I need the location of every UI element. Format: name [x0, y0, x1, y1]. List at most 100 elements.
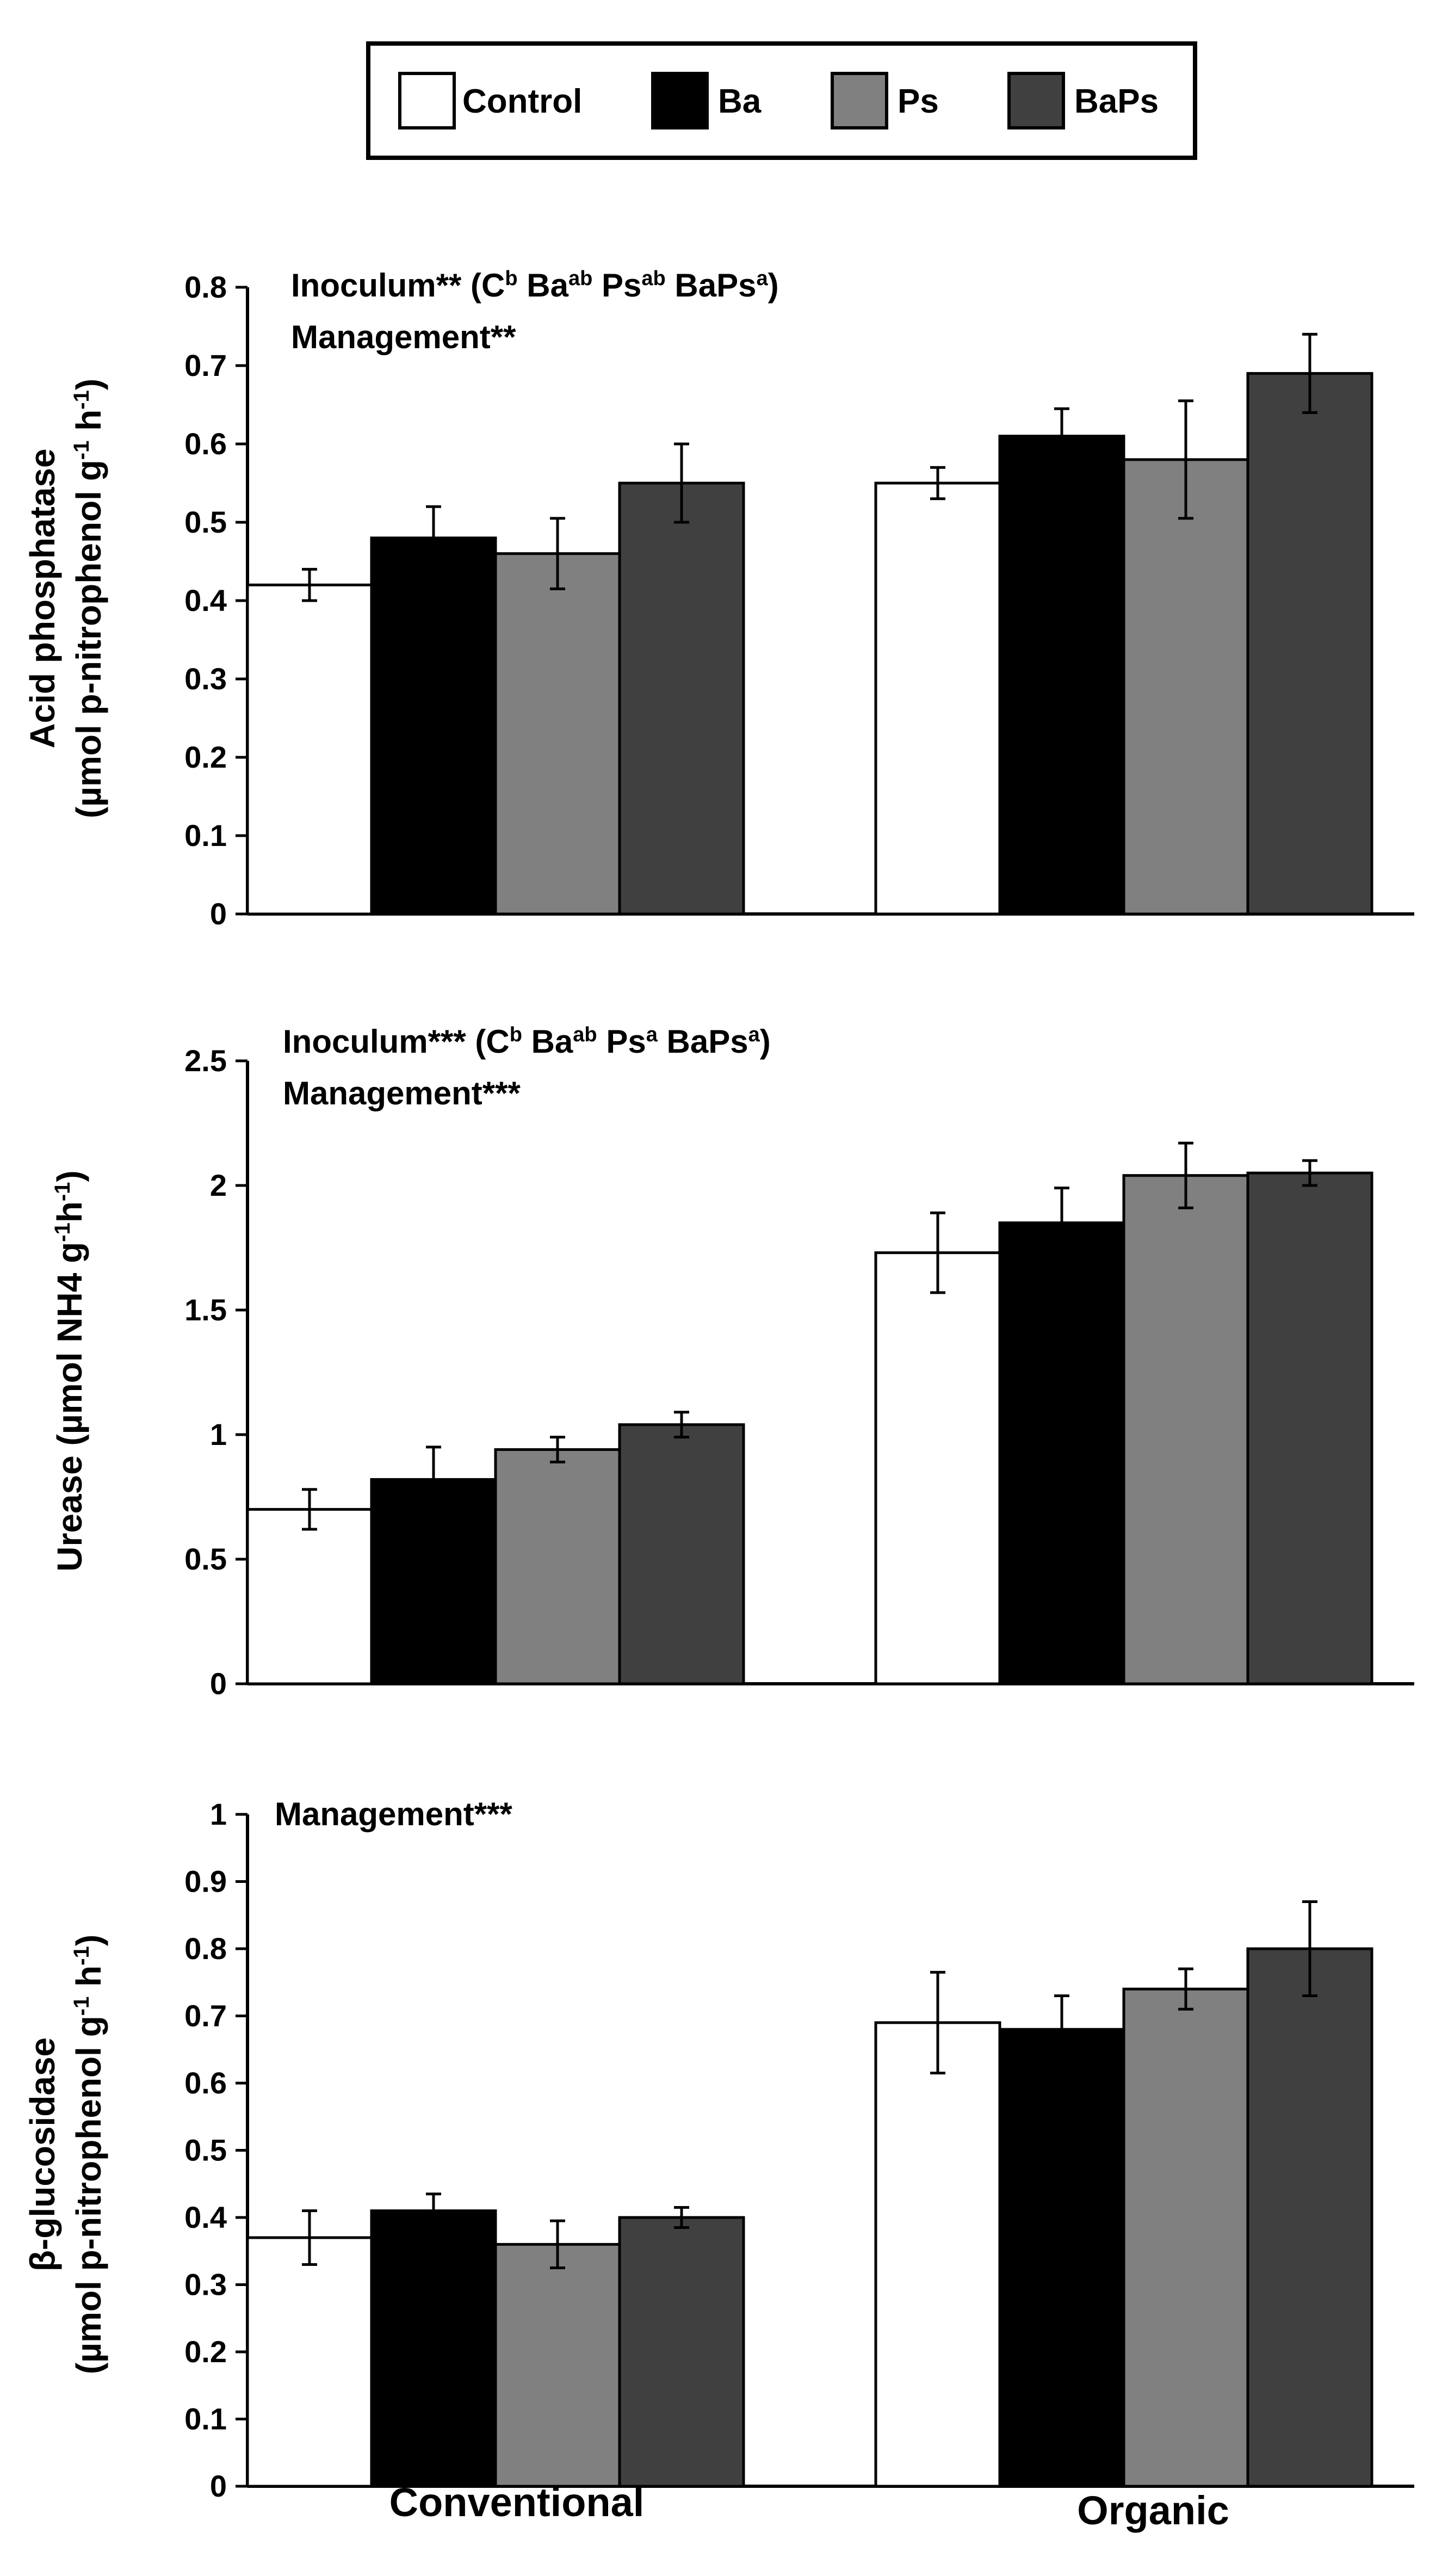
y-axis-label: Acid phosphatase: [23, 448, 62, 748]
y-tick-label: 1.5: [184, 1293, 227, 1327]
y-tick-label: 0.7: [184, 348, 227, 382]
y-axis-label: (µmol p-nitrophenol g-1 h-1): [69, 1935, 108, 2374]
inoculum-annotation: Inoculum*** (Cb Baab Psa BaPsa): [283, 1023, 771, 1060]
bar-control-organic: [874, 2021, 1001, 2488]
bar-control-conventional: [246, 1508, 373, 1685]
y-axis-label: (µmol p-nitrophenol g-1 h-1): [69, 379, 108, 818]
error-bar-baps-organic: [1302, 1159, 1317, 1187]
y-tick-label: 2: [210, 1168, 227, 1202]
bar-control-conventional: [246, 583, 373, 916]
y-tick-label: 0.5: [184, 1542, 227, 1576]
error-bar-ps-organic: [1178, 1141, 1193, 1209]
y-tick-label: 0.2: [184, 740, 227, 774]
bar-ba-organic: [998, 2028, 1125, 2488]
y-tick-label: 0: [210, 1666, 227, 1701]
inoculum-annotation: Inoculum** (Cb Baab Psab BaPsa): [291, 267, 779, 304]
error-bar-ps-conventional: [550, 2219, 565, 2270]
y-tick-label: 1: [210, 1417, 227, 1451]
legend-label-control: Control: [462, 83, 582, 120]
error-bar-control-organic: [930, 1211, 945, 1294]
x-label-organic: Organic: [1077, 2488, 1229, 2533]
bar-baps-organic: [1246, 372, 1373, 916]
acid-phosphatase-chart: 0 0.1 0.2 0.3 0.4 0.5 0.6 0.7 0.8 Acid phosphatas…: [23, 267, 1414, 931]
y-tick-label: 0.1: [184, 2402, 227, 2436]
management-annotation: Management**: [291, 319, 516, 355]
y-tick-label: 1: [210, 1797, 227, 1831]
y-tick-label: 0.3: [184, 662, 227, 696]
y-tick-label: 0: [210, 2469, 227, 2503]
legend-label-baps: BaPs: [1074, 83, 1159, 120]
legend: Control Ba Ps BaPs: [366, 41, 1197, 160]
legend-swatch-ps: [831, 72, 888, 129]
bar-ba-conventional: [370, 2209, 497, 2488]
y-tick-label: 0.9: [184, 1864, 227, 1899]
error-bar-baps-organic: [1302, 1900, 1317, 1997]
y-tick-label: 0.8: [184, 1931, 227, 1966]
beta-glucosidase-chart: 0 0.1 0.2 0.3 0.4 0.5 0.6 0.7 0.8 0.9 1 β-glucosida…: [23, 1796, 1414, 2503]
y-tick-label: 0: [210, 897, 227, 931]
bar-ps-conventional: [494, 1448, 621, 1685]
error-bar-baps-conventional: [674, 2206, 689, 2229]
urease-chart: 0 0.5 1 1.5 2 2.5 Urease (µmol NH4 g-1h-1) Inoc…: [50, 1023, 1414, 1701]
y-tick-label: 0.4: [184, 2200, 227, 2234]
bar-ps-conventional: [494, 2243, 621, 2488]
error-bar-ba-organic: [1054, 1187, 1069, 1259]
y-axis-label: β-glucosidase: [23, 2037, 62, 2271]
bar-ba-conventional: [370, 536, 497, 916]
bar-baps-conventional: [618, 481, 745, 916]
y-tick-label: 0.4: [184, 583, 227, 617]
error-bar-ba-conventional: [426, 2192, 441, 2229]
bar-control-conventional: [246, 2236, 373, 2488]
error-bar-ps-organic: [1178, 1967, 1193, 2011]
y-tick-label: 0.6: [184, 427, 227, 461]
legend-item-ps: Ps: [831, 72, 939, 129]
error-bar-ps-organic: [1178, 399, 1193, 520]
bar-baps-conventional: [618, 2216, 745, 2488]
management-annotation: Management***: [275, 1796, 512, 1832]
y-tick-label: 0.7: [184, 1999, 227, 2033]
error-bar-control-conventional: [302, 1488, 317, 1531]
error-bar-baps-organic: [1302, 332, 1317, 414]
bar-control-organic: [874, 1251, 1001, 1685]
error-bar-ba-conventional: [426, 505, 441, 571]
bar-baps-conventional: [618, 1423, 745, 1685]
y-tick-label: 0.6: [184, 2066, 227, 2100]
error-bar-control-organic: [930, 466, 945, 501]
legend-swatch-control: [398, 72, 456, 129]
legend-swatch-ba: [651, 72, 709, 129]
error-bar-control-conventional: [302, 2209, 317, 2266]
x-label-conventional: Conventional: [389, 2480, 645, 2525]
y-tick-label: 0.3: [184, 2268, 227, 2302]
bar-ba-organic: [998, 1221, 1125, 1685]
error-bar-baps-conventional: [674, 1411, 689, 1439]
error-bar-ba-organic: [1054, 407, 1069, 465]
bar-baps-organic: [1246, 1171, 1373, 1685]
y-tick-label: 0.8: [184, 270, 227, 304]
y-tick-label: 0.2: [184, 2334, 227, 2369]
bar-control-organic: [874, 481, 1001, 916]
bar-ba-conventional: [370, 1478, 497, 1685]
bar-ps-organic: [1122, 458, 1249, 916]
legend-swatch-baps: [1007, 72, 1065, 129]
error-bar-ps-conventional: [550, 1436, 565, 1463]
bar-ba-organic: [998, 435, 1125, 916]
bar-ps-organic: [1122, 1174, 1249, 1685]
legend-item-baps: BaPs: [1007, 72, 1159, 129]
y-tick-label: 0.1: [184, 818, 227, 853]
error-bar-baps-conventional: [674, 442, 689, 524]
error-bar-control-organic: [930, 1970, 945, 2074]
bar-baps-organic: [1246, 1947, 1373, 2488]
y-tick-label: 0.5: [184, 505, 227, 539]
legend-item-control: Control: [398, 72, 582, 129]
error-bar-ps-conventional: [550, 517, 565, 590]
y-axis-label: Urease (µmol NH4 g-1h-1): [50, 1170, 89, 1572]
bar-ps-conventional: [494, 552, 621, 916]
y-tick-label: 2.5: [184, 1043, 227, 1078]
error-bar-ba-organic: [1054, 1994, 1069, 2065]
error-bar-control-conventional: [302, 567, 317, 602]
legend-label-ba: Ba: [718, 83, 762, 120]
error-bar-ba-conventional: [426, 1445, 441, 1514]
legend-item-ba: Ba: [651, 72, 762, 129]
management-annotation: Management***: [283, 1075, 521, 1111]
